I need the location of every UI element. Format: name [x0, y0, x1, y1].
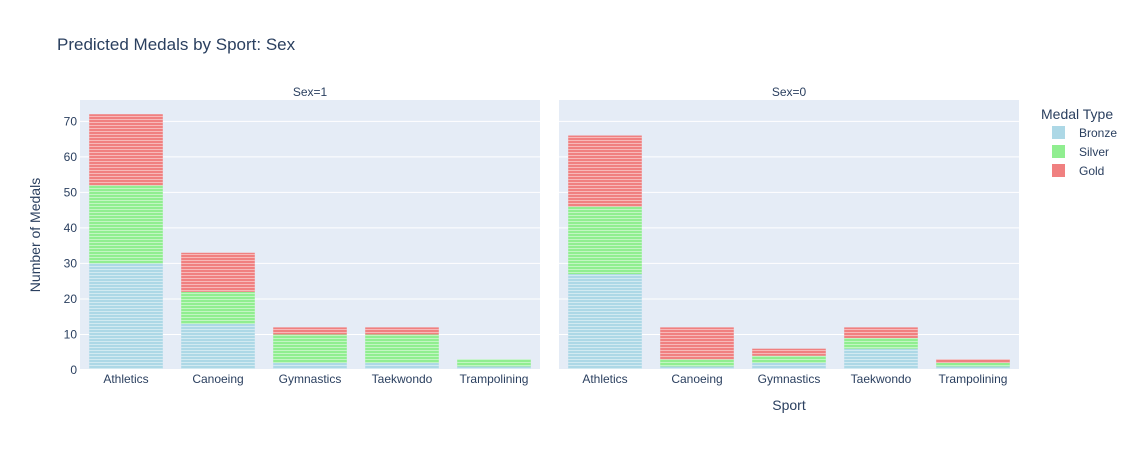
- bar-texture: [365, 334, 439, 363]
- facet-label: Sex=1: [293, 85, 328, 99]
- bar-texture: [568, 206, 642, 275]
- bar-texture: [89, 185, 163, 264]
- chart-title: Predicted Medals by Sport: Sex: [57, 35, 296, 54]
- x-tick-label: Gymnastics: [758, 372, 821, 386]
- facet-label: Sex=0: [772, 85, 807, 99]
- y-tick-label: 10: [64, 327, 78, 341]
- bar-texture: [844, 327, 918, 339]
- bar-texture: [273, 362, 347, 370]
- legend: Medal Type Bronze Silver Gold: [1041, 106, 1117, 178]
- y-tick-label: 30: [64, 256, 78, 270]
- x-tick-label: Gymnastics: [279, 372, 342, 386]
- y-tick-label: 70: [64, 114, 78, 128]
- bar-texture: [660, 366, 734, 370]
- x-tick-label: Trampolining: [939, 372, 1008, 386]
- facet-sex-0: Sex=0 Athletics Canoeing Gymnastics Taekwond…: [559, 85, 1019, 386]
- y-tick-label: 0: [70, 363, 77, 377]
- x-tick-label: Athletics: [582, 372, 627, 386]
- facets-layer: Sex=1 Athletics Canoeing Gymnastics Taekwond…: [64, 85, 1019, 386]
- facet-sex-1: Sex=1 Athletics Canoeing Gymnastics Taekwond…: [64, 85, 540, 386]
- x-tick-label: Taekwondo: [851, 372, 912, 386]
- x-tick-label: Trampolining: [460, 372, 529, 386]
- bar-texture: [365, 362, 439, 370]
- x-tick-label: Canoeing: [192, 372, 243, 386]
- bar-texture: [457, 359, 531, 367]
- bar-texture: [273, 327, 347, 335]
- legend-label-gold: Gold: [1079, 164, 1104, 178]
- bar-texture: [365, 327, 439, 335]
- y-tick-label: 60: [64, 150, 78, 164]
- bar-texture: [181, 291, 255, 324]
- bar-texture: [273, 334, 347, 363]
- x-axis-label: Sport: [772, 397, 806, 413]
- bar-texture: [752, 355, 826, 363]
- x-tick-label: Taekwondo: [372, 372, 433, 386]
- x-tick-label: Athletics: [103, 372, 148, 386]
- bar-texture: [752, 362, 826, 370]
- y-axis-label: Number of Medals: [27, 178, 43, 292]
- legend-label-silver: Silver: [1079, 145, 1109, 159]
- bar-texture: [181, 323, 255, 370]
- x-tick-label: Canoeing: [671, 372, 722, 386]
- legend-label-bronze: Bronze: [1079, 126, 1117, 140]
- bar-texture: [844, 348, 918, 370]
- y-tick-label: 50: [64, 185, 78, 199]
- bar-texture: [89, 263, 163, 370]
- bar-texture: [568, 274, 642, 370]
- bar-texture: [568, 135, 642, 207]
- bar-texture: [181, 252, 255, 292]
- legend-swatch-gold: [1052, 164, 1065, 177]
- bar-texture: [844, 338, 918, 349]
- legend-swatch-bronze: [1052, 126, 1065, 139]
- bar-texture: [660, 359, 734, 367]
- legend-title: Medal Type: [1041, 106, 1113, 122]
- bar-texture: [936, 359, 1010, 363]
- y-tick-label: 20: [64, 292, 78, 306]
- bar-texture: [936, 366, 1010, 370]
- legend-swatch-silver: [1052, 145, 1065, 158]
- y-tick-label: 40: [64, 221, 78, 235]
- bar-texture: [752, 348, 826, 356]
- bar-texture: [89, 114, 163, 186]
- bar-texture: [457, 366, 531, 370]
- bar-texture: [936, 362, 1010, 367]
- bar-texture: [660, 327, 734, 360]
